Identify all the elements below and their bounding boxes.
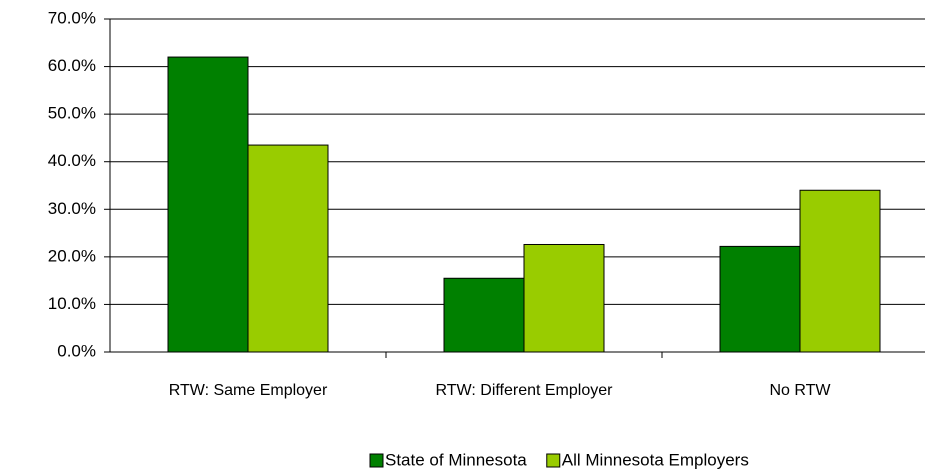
bar	[247, 144, 329, 353]
y-tick-label: 30.0%	[48, 199, 96, 218]
x-tick-label: No RTW	[769, 382, 831, 399]
legend-label: All Minnesota Employers	[562, 450, 749, 469]
y-tick-label: 40.0%	[48, 151, 96, 170]
y-tick-label: 70.0%	[48, 8, 96, 27]
legend-label: State of Minnesota	[385, 450, 527, 469]
y-tick-label: 0.0%	[57, 341, 96, 360]
bar	[799, 189, 881, 353]
y-tick-label: 60.0%	[48, 56, 96, 75]
y-tick-label: 10.0%	[48, 294, 96, 313]
bar	[719, 245, 801, 353]
legend-swatch	[369, 453, 384, 468]
x-tick-label: RTW: Different Employer	[436, 382, 614, 399]
y-tick-label: 50.0%	[48, 104, 96, 123]
y-tick-label: 20.0%	[48, 246, 96, 265]
bar	[443, 277, 525, 353]
legend-swatch	[546, 453, 561, 468]
x-tick-label: RTW: Same Employer	[169, 382, 328, 399]
bar	[167, 56, 249, 353]
bar	[523, 243, 605, 353]
